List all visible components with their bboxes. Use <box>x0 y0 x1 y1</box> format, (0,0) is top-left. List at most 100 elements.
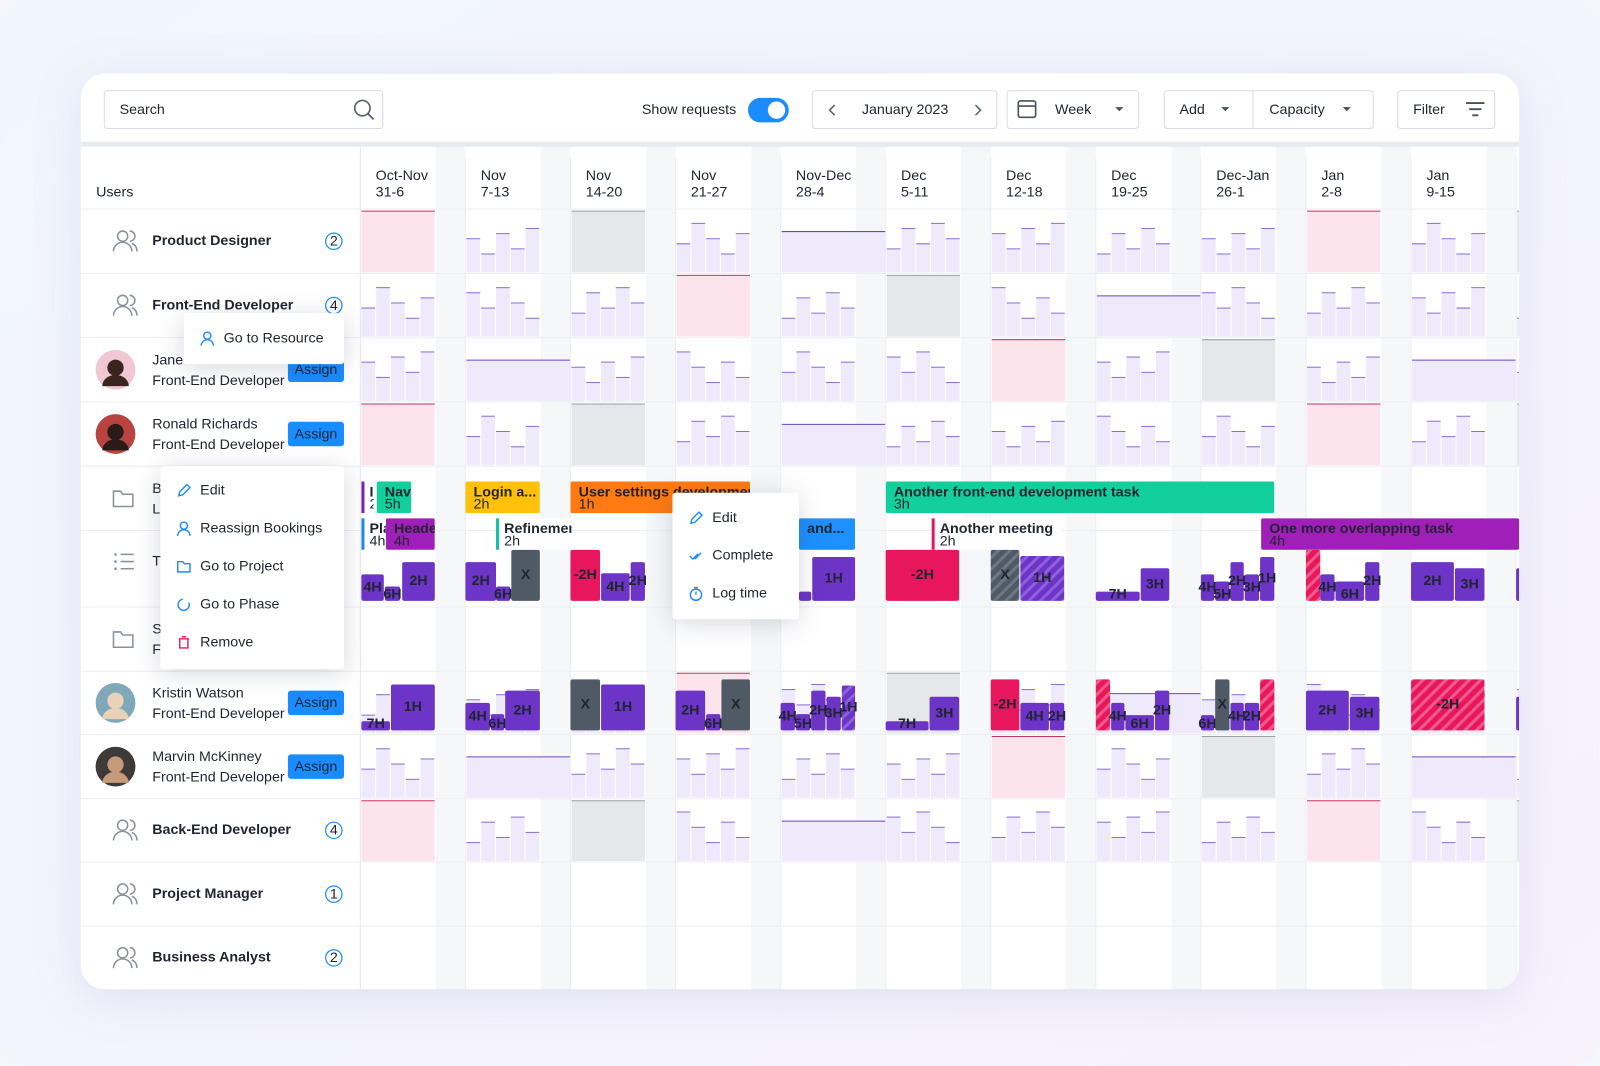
search-box[interactable] <box>103 90 384 130</box>
booking[interactable]: 5H <box>794 714 812 732</box>
booking[interactable]: 2H <box>402 562 435 601</box>
task[interactable]: Ir2 <box>361 481 379 514</box>
booking[interactable]: 7H <box>361 716 390 732</box>
booking[interactable]: X <box>1215 679 1230 731</box>
booking[interactable]: 1H <box>1258 556 1276 601</box>
booking[interactable]: 3H <box>1454 568 1485 601</box>
booking[interactable]: 3H <box>1349 696 1380 731</box>
menu-item[interactable]: Complete <box>689 548 774 564</box>
assign-button[interactable]: Assign <box>287 421 345 447</box>
booking[interactable]: 4H <box>1198 574 1217 601</box>
booking[interactable]: 2H <box>1153 690 1171 731</box>
booking[interactable]: X <box>511 549 540 601</box>
booking[interactable]: 2H <box>1048 702 1066 731</box>
booking[interactable]: 6H <box>1198 715 1217 732</box>
booking[interactable] <box>1095 679 1111 731</box>
booking[interactable]: X <box>990 549 1020 601</box>
booking[interactable]: 2H <box>465 562 497 601</box>
booking[interactable]: X <box>721 679 751 731</box>
month-picker[interactable] <box>811 90 998 130</box>
booking[interactable]: 2H <box>1411 562 1454 601</box>
booking[interactable]: 4H <box>601 573 630 601</box>
booking[interactable]: 4H <box>1020 702 1049 731</box>
group-label: Business Analyst <box>152 950 271 966</box>
booking[interactable]: 6H <box>494 586 512 602</box>
booking[interactable]: 4H <box>779 702 797 731</box>
booking[interactable]: 5H <box>1213 581 1231 602</box>
booking[interactable]: 3H <box>929 696 960 731</box>
booking[interactable]: 2H <box>1228 562 1246 601</box>
booking[interactable]: 2H <box>505 690 540 731</box>
booking[interactable]: 3H <box>1140 568 1170 601</box>
booking[interactable]: 6H <box>488 714 507 732</box>
booking[interactable]: 6H <box>383 586 401 602</box>
booking[interactable]: 2H <box>1363 562 1381 601</box>
booking[interactable]: 1H <box>1020 555 1065 601</box>
next-chevron[interactable] <box>974 104 982 116</box>
booking-label: 6H <box>1341 586 1359 602</box>
menu-item[interactable]: Log time <box>689 585 767 601</box>
booking[interactable] <box>798 591 812 601</box>
booking[interactable]: 6H <box>1335 581 1365 602</box>
booking[interactable]: 2H <box>1305 690 1349 731</box>
task[interactable]: and... <box>798 518 856 550</box>
booking[interactable]: 2H <box>1243 702 1261 731</box>
assign-button[interactable]: Assign <box>287 754 345 779</box>
booking[interactable]: 4H <box>1318 574 1337 601</box>
booking[interactable]: -2H <box>570 549 601 601</box>
booking[interactable]: 7H <box>885 716 929 732</box>
task[interactable]: Login a...2h <box>465 481 540 514</box>
capacity-bar <box>781 318 796 337</box>
assign-button-bg <box>287 421 345 447</box>
booking[interactable]: -2H <box>885 549 960 601</box>
booking[interactable]: 4H <box>1109 702 1127 731</box>
booking[interactable]: 4H <box>465 702 490 731</box>
booking[interactable]: 1H <box>839 685 858 731</box>
task-title: Another front-end development task <box>894 484 1140 500</box>
booking[interactable]: -2H <box>990 679 1020 731</box>
booking[interactable]: 4H <box>1228 702 1246 731</box>
capacity-bar <box>496 431 510 466</box>
booking[interactable]: 2H <box>675 690 706 731</box>
booking[interactable]: 6H <box>704 714 722 732</box>
capacity-bar <box>945 842 960 861</box>
menu-item[interactable]: Edit <box>177 482 225 498</box>
booking[interactable] <box>1516 696 1522 731</box>
booking[interactable] <box>1516 568 1522 601</box>
booking[interactable]: 6H <box>1125 715 1154 732</box>
booking[interactable]: 7H <box>1095 586 1140 602</box>
booking[interactable]: 3H <box>825 696 843 731</box>
menu-item[interactable]: Reassign Bookings <box>177 520 323 536</box>
view-picker[interactable] <box>1006 90 1140 130</box>
menu-item[interactable]: Edit <box>689 510 737 526</box>
booking[interactable]: 1H <box>601 684 645 731</box>
booking[interactable]: 3H <box>1243 574 1261 601</box>
assign-button[interactable]: Assign <box>287 690 345 716</box>
filter-button[interactable] <box>1397 90 1496 130</box>
booking[interactable]: -2H <box>1411 679 1485 731</box>
booking-label: -2H <box>911 567 934 583</box>
booking[interactable]: 1H <box>390 684 435 731</box>
menu-item[interactable]: Go to Resource <box>200 330 324 346</box>
prev-chevron[interactable] <box>828 104 836 116</box>
booking[interactable]: X <box>570 679 601 731</box>
capacity-bar <box>826 292 840 337</box>
booking[interactable]: 4H <box>361 574 384 601</box>
booking[interactable] <box>1260 679 1275 731</box>
menu-item[interactable]: Go to Project <box>177 559 284 575</box>
booking[interactable] <box>1305 549 1321 601</box>
menu-item[interactable]: Go to Phase <box>177 597 280 613</box>
booking[interactable]: 1H <box>812 556 856 601</box>
booking[interactable]: 2H <box>809 690 827 731</box>
add-capacity-group[interactable] <box>1163 90 1374 130</box>
menu-item[interactable]: Remove <box>178 635 254 651</box>
booking[interactable]: 2H <box>629 562 647 601</box>
booking-label: 2H <box>1318 702 1336 718</box>
